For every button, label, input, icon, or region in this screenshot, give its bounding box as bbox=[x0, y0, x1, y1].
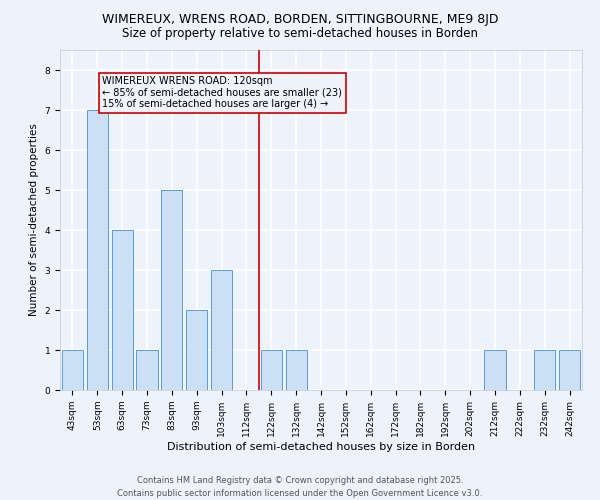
Bar bbox=[161, 190, 182, 390]
Bar bbox=[62, 350, 83, 390]
Bar bbox=[87, 110, 108, 390]
Bar bbox=[559, 350, 580, 390]
Text: Size of property relative to semi-detached houses in Borden: Size of property relative to semi-detach… bbox=[122, 28, 478, 40]
Y-axis label: Number of semi-detached properties: Number of semi-detached properties bbox=[29, 124, 39, 316]
Bar bbox=[286, 350, 307, 390]
Bar bbox=[534, 350, 555, 390]
Bar bbox=[211, 270, 232, 390]
Text: WIMEREUX, WRENS ROAD, BORDEN, SITTINGBOURNE, ME9 8JD: WIMEREUX, WRENS ROAD, BORDEN, SITTINGBOU… bbox=[102, 12, 498, 26]
Bar bbox=[186, 310, 207, 390]
Text: Contains HM Land Registry data © Crown copyright and database right 2025.
Contai: Contains HM Land Registry data © Crown c… bbox=[118, 476, 482, 498]
X-axis label: Distribution of semi-detached houses by size in Borden: Distribution of semi-detached houses by … bbox=[167, 442, 475, 452]
Text: WIMEREUX WRENS ROAD: 120sqm
← 85% of semi-detached houses are smaller (23)
15% o: WIMEREUX WRENS ROAD: 120sqm ← 85% of sem… bbox=[102, 76, 342, 109]
Bar bbox=[484, 350, 506, 390]
Bar bbox=[261, 350, 282, 390]
Bar bbox=[136, 350, 158, 390]
Bar bbox=[112, 230, 133, 390]
